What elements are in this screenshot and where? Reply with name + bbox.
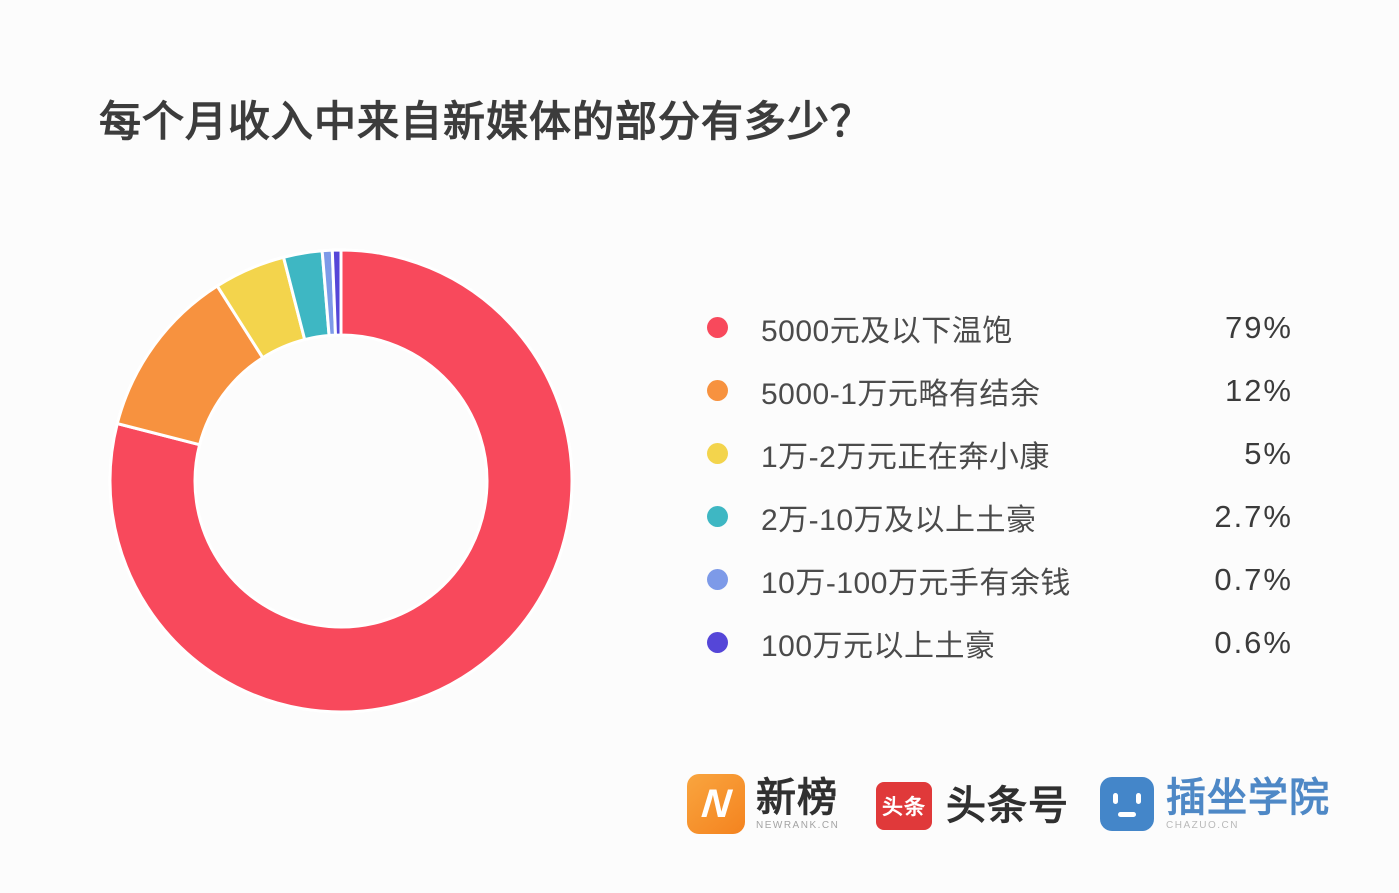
toutiao-logo: 头条 头条号 (876, 782, 1069, 830)
legend-dot (707, 569, 728, 590)
chart-legend: 5000元及以下温饱 79% 5000-1万元略有结余 12% 1万-2万元正在… (707, 296, 1293, 674)
chazuo-caption: CHAZUO.CN (1166, 820, 1239, 831)
newrank-logo: N 新榜 NEWRANK.CN (687, 774, 839, 834)
toutiao-icon: 头条 (876, 782, 932, 830)
legend-row: 5000元及以下温饱 79% (707, 296, 1293, 359)
donut-slice-0 (108, 248, 574, 714)
toutiao-icon-glyph: 头条 (882, 796, 926, 819)
legend-label: 2万-10万及以上土豪 (761, 503, 1037, 537)
legend-dot (707, 632, 728, 653)
legend-value: 0.7% (1214, 561, 1293, 597)
legend-row: 100万元以上土豪 0.6% (707, 611, 1293, 674)
legend-label: 1万-2万元正在奔小康 (761, 440, 1050, 474)
legend-dot (707, 443, 728, 464)
chazuo-logo: 插坐学院 CHAZUO.CN (1099, 776, 1330, 832)
newrank-icon: N (687, 774, 745, 834)
legend-row: 5000-1万元略有结余 12% (707, 359, 1293, 422)
legend-value: 0.6% (1214, 624, 1293, 660)
legend-label: 5000-1万元略有结余 (761, 377, 1041, 411)
legend-label: 5000元及以下温饱 (761, 314, 1013, 348)
legend-value: 12% (1224, 372, 1293, 408)
toutiao-wordmark: 头条号 (946, 784, 1069, 828)
legend-value: 5% (1244, 435, 1293, 471)
legend-row: 2万-10万及以上土豪 2.7% (707, 485, 1293, 548)
legend-row: 10万-100万元手有余钱 0.7% (707, 548, 1293, 611)
legend-label: 100万元以上土豪 (761, 629, 996, 663)
legend-label: 10万-100万元手有余钱 (761, 566, 1071, 600)
newrank-icon-letter: N (699, 782, 733, 826)
chazuo-wordmark: 插坐学院 (1166, 776, 1330, 820)
donut-slice-5 (330, 248, 343, 337)
newrank-wordmark: 新榜 (756, 776, 838, 820)
legend-value: 79% (1224, 309, 1293, 345)
legend-value: 2.7% (1214, 498, 1293, 534)
chazuo-icon (1100, 777, 1154, 831)
donut-chart (106, 246, 576, 716)
legend-dot (707, 317, 728, 338)
legend-dot (707, 380, 728, 401)
legend-dot (707, 506, 728, 527)
donut-svg (108, 248, 574, 714)
legend-row: 1万-2万元正在奔小康 5% (707, 422, 1293, 485)
newrank-caption: NEWRANK.CN (756, 820, 840, 831)
page-title: 每个月收入中来自新媒体的部分有多少？ (99, 98, 874, 145)
